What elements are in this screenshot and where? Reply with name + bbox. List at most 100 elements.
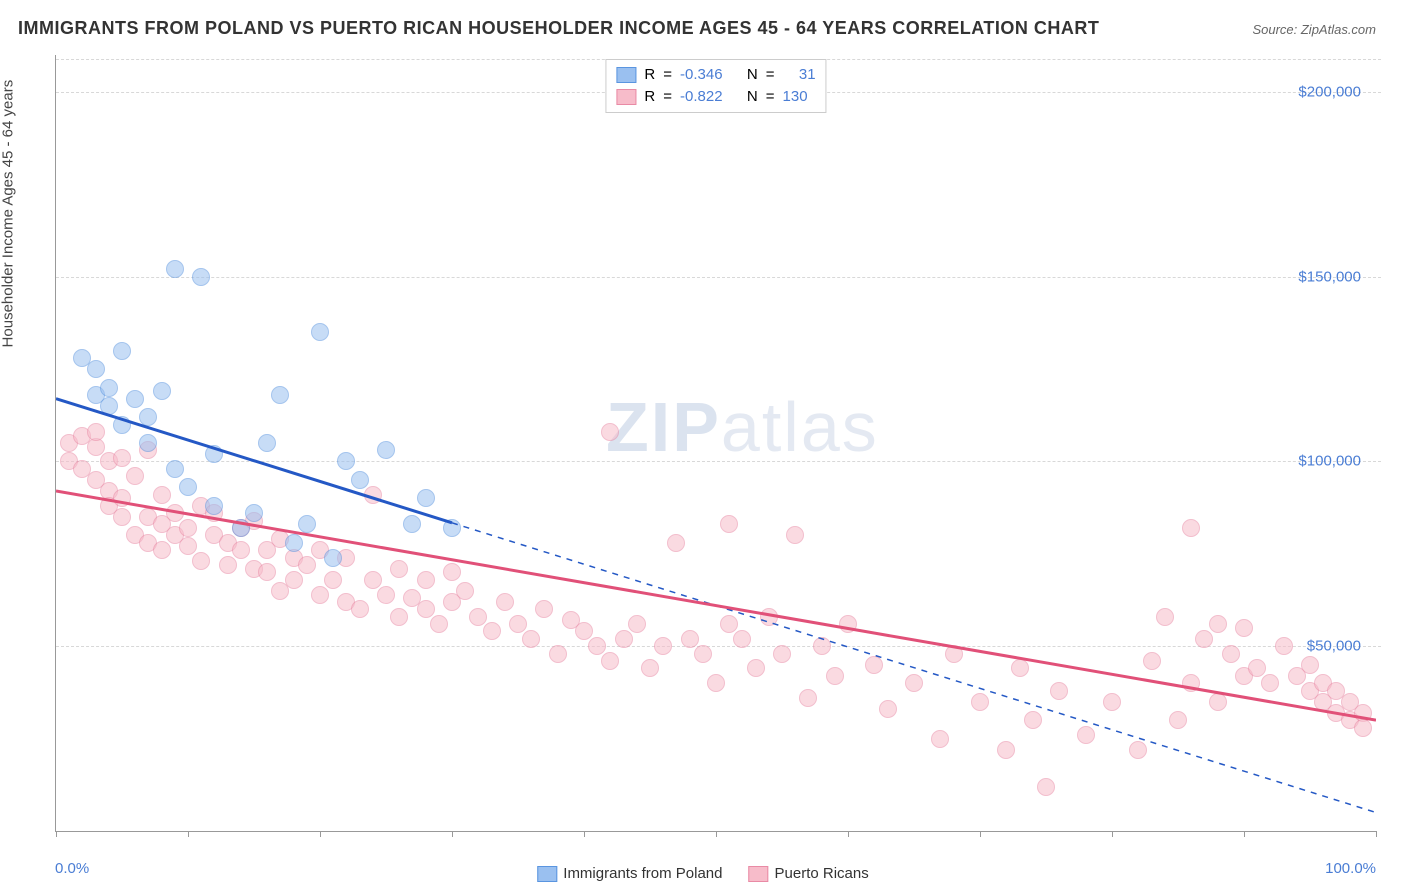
scatter-point-series2 <box>390 560 408 578</box>
scatter-point-series2 <box>733 630 751 648</box>
scatter-point-series2 <box>1209 693 1227 711</box>
scatter-point-series2 <box>549 645 567 663</box>
scatter-point-series2 <box>945 645 963 663</box>
source-name: ZipAtlas.com <box>1301 22 1376 37</box>
source-label: Source: <box>1252 22 1300 37</box>
scatter-point-series1 <box>87 360 105 378</box>
legend-top-stats: R = -0.346 N = 31 R = -0.822 N = 130 <box>605 59 826 113</box>
scatter-point-series2 <box>469 608 487 626</box>
scatter-point-series1 <box>311 323 329 341</box>
scatter-point-series2 <box>258 563 276 581</box>
scatter-point-series2 <box>707 674 725 692</box>
scatter-point-series2 <box>324 571 342 589</box>
scatter-point-series1 <box>139 434 157 452</box>
scatter-point-series1 <box>139 408 157 426</box>
x-tick <box>1244 831 1245 837</box>
scatter-point-series2 <box>179 519 197 537</box>
scatter-point-series2 <box>1129 741 1147 759</box>
scatter-point-series2 <box>1222 645 1240 663</box>
scatter-point-series2 <box>153 541 171 559</box>
n-label: N <box>747 86 758 108</box>
x-tick <box>1376 831 1377 837</box>
scatter-point-series2 <box>219 556 237 574</box>
scatter-point-series2 <box>166 504 184 522</box>
r-label: R <box>644 86 655 108</box>
scatter-point-series2 <box>377 586 395 604</box>
scatter-point-series1 <box>166 460 184 478</box>
legend-swatch-series1 <box>537 866 557 882</box>
scatter-point-series2 <box>113 489 131 507</box>
scatter-point-series2 <box>615 630 633 648</box>
n-value-series1: 31 <box>799 64 816 86</box>
r-label: R <box>644 64 655 86</box>
scatter-point-series2 <box>879 700 897 718</box>
scatter-point-series2 <box>786 526 804 544</box>
scatter-point-series2 <box>1354 719 1372 737</box>
scatter-point-series2 <box>509 615 527 633</box>
y-tick-label: $100,000 <box>1298 453 1361 470</box>
legend-item-series2: Puerto Ricans <box>749 865 869 882</box>
source-attribution: Source: ZipAtlas.com <box>1252 22 1376 37</box>
legend-bottom: Immigrants from Poland Puerto Ricans <box>537 865 868 882</box>
scatter-point-series1 <box>153 382 171 400</box>
scatter-point-series2 <box>931 730 949 748</box>
scatter-point-series1 <box>245 504 263 522</box>
scatter-point-series2 <box>232 541 250 559</box>
eq-sign: = <box>766 64 775 86</box>
y-axis-label: Householder Income Ages 45 - 64 years <box>0 80 17 348</box>
scatter-point-series2 <box>87 423 105 441</box>
scatter-point-series1 <box>324 549 342 567</box>
scatter-point-series2 <box>417 600 435 618</box>
x-axis-max-label: 100.0% <box>1325 860 1376 877</box>
scatter-point-series2 <box>1301 656 1319 674</box>
scatter-point-series1 <box>113 342 131 360</box>
scatter-point-series2 <box>826 667 844 685</box>
scatter-point-series2 <box>694 645 712 663</box>
scatter-point-series1 <box>443 519 461 537</box>
scatter-point-series2 <box>865 656 883 674</box>
scatter-point-series2 <box>496 593 514 611</box>
x-tick <box>716 831 717 837</box>
scatter-point-series1 <box>285 534 303 552</box>
scatter-point-series2 <box>667 534 685 552</box>
scatter-point-series2 <box>126 467 144 485</box>
scatter-point-series2 <box>799 689 817 707</box>
legend-label-series2: Puerto Ricans <box>775 865 869 882</box>
scatter-point-series2 <box>773 645 791 663</box>
watermark-part2: atlas <box>721 388 879 466</box>
scatter-point-series2 <box>1261 674 1279 692</box>
scatter-point-series2 <box>113 449 131 467</box>
scatter-point-series2 <box>601 652 619 670</box>
scatter-point-series2 <box>430 615 448 633</box>
scatter-point-series2 <box>522 630 540 648</box>
scatter-point-series1 <box>126 390 144 408</box>
scatter-point-series2 <box>483 622 501 640</box>
gridline <box>56 646 1381 647</box>
chart-title: IMMIGRANTS FROM POLAND VS PUERTO RICAN H… <box>18 18 1099 39</box>
x-tick <box>848 831 849 837</box>
scatter-point-series2 <box>1156 608 1174 626</box>
x-tick <box>1112 831 1113 837</box>
y-tick-label: $50,000 <box>1307 638 1361 655</box>
scatter-point-series1 <box>417 489 435 507</box>
scatter-point-series2 <box>390 608 408 626</box>
eq-sign: = <box>663 64 672 86</box>
watermark-part1: ZIP <box>606 388 721 466</box>
r-value-series2: -0.822 <box>680 86 723 108</box>
scatter-point-series2 <box>1182 519 1200 537</box>
scatter-point-series2 <box>1024 711 1042 729</box>
legend-top-row-series1: R = -0.346 N = 31 <box>616 64 815 86</box>
legend-top-row-series2: R = -0.822 N = 130 <box>616 86 815 108</box>
scatter-point-series2 <box>641 659 659 677</box>
n-value-series2: 130 <box>783 86 808 108</box>
scatter-point-series2 <box>628 615 646 633</box>
scatter-point-series2 <box>1103 693 1121 711</box>
legend-item-series1: Immigrants from Poland <box>537 865 722 882</box>
scatter-point-series2 <box>1077 726 1095 744</box>
x-tick <box>452 831 453 837</box>
r-value-series1: -0.346 <box>680 64 723 86</box>
scatter-point-series2 <box>113 508 131 526</box>
scatter-point-series2 <box>1235 619 1253 637</box>
eq-sign: = <box>663 86 672 108</box>
scatter-point-series1 <box>179 478 197 496</box>
